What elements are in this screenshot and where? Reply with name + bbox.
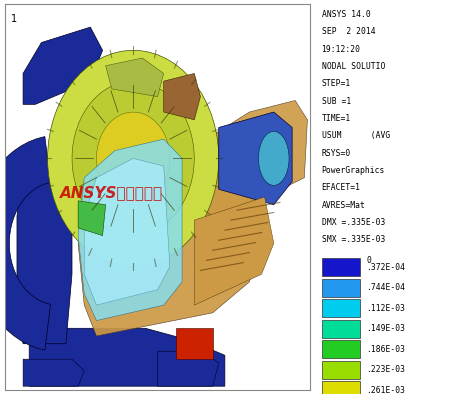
Text: .372E-04: .372E-04 — [366, 263, 405, 272]
Ellipse shape — [258, 131, 289, 186]
Polygon shape — [78, 139, 182, 321]
Text: EFACET=1: EFACET=1 — [321, 183, 361, 192]
Text: TIME=1: TIME=1 — [321, 114, 351, 123]
Text: ANSYS 14.0: ANSYS 14.0 — [321, 10, 370, 19]
Polygon shape — [78, 201, 106, 236]
Text: .186E-03: .186E-03 — [366, 345, 405, 354]
Polygon shape — [176, 328, 213, 359]
FancyBboxPatch shape — [321, 258, 360, 276]
Text: 19:12:20: 19:12:20 — [321, 45, 361, 54]
Text: RSYS=0: RSYS=0 — [321, 149, 351, 158]
Text: NODAL SOLUTIO: NODAL SOLUTIO — [321, 62, 385, 71]
Text: SUB =1: SUB =1 — [321, 97, 351, 106]
Text: PowerGraphics: PowerGraphics — [321, 166, 385, 175]
Text: SEP  2 2014: SEP 2 2014 — [321, 27, 375, 36]
Text: .149E-03: .149E-03 — [366, 324, 405, 333]
Text: STEP=1: STEP=1 — [321, 79, 351, 88]
Text: SMX =.335E-03: SMX =.335E-03 — [321, 235, 385, 244]
Polygon shape — [78, 128, 264, 336]
Text: 0: 0 — [366, 256, 371, 265]
FancyBboxPatch shape — [321, 320, 360, 338]
Polygon shape — [23, 359, 84, 386]
Polygon shape — [219, 112, 292, 205]
Text: DMX =.335E-03: DMX =.335E-03 — [321, 218, 385, 227]
Polygon shape — [188, 100, 308, 236]
Polygon shape — [84, 158, 170, 305]
Polygon shape — [164, 73, 201, 120]
Text: .261E-03: .261E-03 — [366, 386, 405, 394]
Text: 1: 1 — [11, 14, 17, 24]
Polygon shape — [29, 328, 225, 386]
Polygon shape — [97, 112, 170, 205]
Polygon shape — [194, 197, 274, 305]
FancyBboxPatch shape — [321, 340, 360, 358]
Text: .112E-03: .112E-03 — [366, 304, 405, 313]
FancyBboxPatch shape — [321, 299, 360, 317]
Text: ANSYS有限元仿真: ANSYS有限元仿真 — [60, 185, 163, 200]
Polygon shape — [48, 50, 219, 266]
Text: USUM      (AVG: USUM (AVG — [321, 131, 390, 140]
Polygon shape — [0, 137, 51, 350]
Polygon shape — [23, 27, 102, 104]
Text: AVRES=Mat: AVRES=Mat — [321, 201, 365, 210]
FancyBboxPatch shape — [321, 381, 360, 394]
Polygon shape — [106, 58, 164, 97]
Text: .744E-04: .744E-04 — [366, 283, 405, 292]
FancyBboxPatch shape — [321, 361, 360, 379]
Polygon shape — [17, 151, 72, 344]
FancyBboxPatch shape — [321, 279, 360, 297]
Polygon shape — [72, 81, 194, 236]
Polygon shape — [157, 351, 219, 386]
Text: .223E-03: .223E-03 — [366, 365, 405, 374]
